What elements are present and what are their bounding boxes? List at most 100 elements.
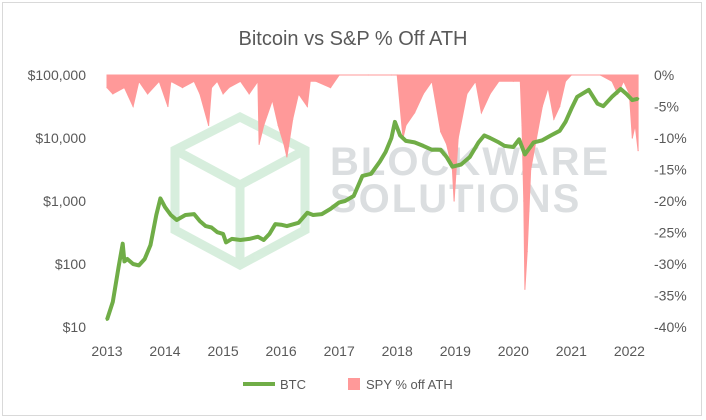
btc-point — [230, 237, 233, 241]
btc-point — [221, 232, 225, 236]
spy-point — [208, 124, 210, 126]
legend: BTC SPY % off ATH — [243, 377, 453, 392]
btc-point — [184, 213, 187, 217]
right-tick-label: -15% — [654, 162, 687, 178]
btc-point — [155, 213, 158, 217]
btc-point — [137, 264, 141, 267]
btc-point — [468, 155, 471, 159]
right-tick-label: 0% — [654, 67, 674, 83]
btc-point — [523, 153, 527, 156]
btc-point — [169, 213, 172, 217]
btc-point — [564, 120, 567, 124]
btc-point — [404, 139, 408, 143]
right-axis: 0% -5% -10% -15% -20% -25% -30% -35% -40% — [654, 67, 687, 335]
btc-point — [163, 205, 167, 209]
spy-point — [257, 80, 259, 82]
spy-point — [138, 80, 140, 82]
x-tick-label: 2016 — [266, 343, 297, 359]
x-tick-label: 2017 — [324, 343, 355, 359]
spy-point — [390, 74, 392, 76]
spy-point — [541, 105, 543, 108]
btc-point — [159, 197, 162, 200]
spy-point — [446, 143, 448, 145]
btc-point — [541, 139, 544, 142]
btc-point — [361, 174, 364, 178]
btc-point — [320, 212, 323, 216]
btc-point — [204, 224, 207, 228]
btc-point — [248, 237, 251, 241]
spy-point — [167, 105, 169, 108]
x-tick-label: 2018 — [382, 343, 413, 359]
spy-point — [440, 131, 442, 133]
btc-point — [393, 120, 397, 124]
spy-point — [526, 250, 528, 252]
spy-point — [480, 112, 482, 114]
x-tick-label: 2014 — [149, 343, 180, 359]
btc-point — [369, 172, 373, 175]
x-tick-label: 2020 — [498, 343, 529, 359]
btc-point — [549, 134, 553, 137]
spy-point — [158, 80, 160, 82]
left-tick-label: $10 — [63, 319, 87, 335]
btc-point — [239, 238, 242, 242]
btc-point — [587, 88, 590, 92]
spy-point — [248, 93, 250, 95]
btc-point — [149, 243, 152, 247]
btc-point — [558, 129, 561, 132]
spy-point — [524, 288, 526, 290]
btc-point — [306, 211, 309, 214]
btc-point — [602, 105, 605, 108]
btc-point — [596, 102, 599, 105]
watermark-cube-icon — [170, 111, 310, 271]
btc-point — [279, 223, 283, 226]
spy-point — [170, 80, 172, 82]
spy-point — [457, 137, 459, 139]
spy-point — [297, 93, 300, 95]
btc-point — [198, 219, 202, 223]
btc-point — [192, 212, 196, 216]
btc-point — [285, 224, 289, 228]
spy-point — [599, 74, 602, 76]
spy-point — [637, 150, 639, 152]
btc-point — [413, 141, 416, 144]
spy-point — [147, 93, 149, 95]
btc-point — [111, 300, 115, 304]
btc-point — [497, 141, 500, 144]
btc-point — [262, 238, 265, 242]
btc-point — [532, 141, 535, 144]
svg-text:BLOCKWARE: BLOCKWARE — [330, 140, 610, 184]
spy-point — [512, 80, 514, 82]
btc-point — [477, 141, 480, 144]
btc-point — [384, 150, 387, 154]
x-tick-label: 2019 — [440, 343, 471, 359]
chart-title: Bitcoin vs S&P % Off ATH — [239, 28, 468, 50]
btc-point — [422, 144, 425, 148]
spy-point — [535, 137, 538, 139]
spy-point — [210, 87, 213, 89]
btc-line-series — [105, 87, 640, 321]
spy-point — [112, 93, 114, 95]
left-tick-label: $100,000 — [28, 67, 87, 83]
spy-point — [292, 118, 294, 120]
x-tick-label: 2013 — [91, 343, 122, 359]
x-tick-label: 2022 — [614, 343, 645, 359]
spy-point — [498, 80, 500, 82]
btc-point — [268, 232, 271, 236]
spy-area — [106, 74, 639, 290]
spy-point — [523, 200, 525, 202]
btc-point — [451, 165, 454, 168]
spy-point — [222, 93, 224, 95]
spy-point — [521, 124, 523, 126]
spy-point — [271, 99, 273, 101]
legend-spy-label: SPY % off ATH — [366, 377, 453, 392]
legend-btc-label: BTC — [280, 377, 306, 392]
btc-point — [512, 145, 515, 149]
spy-point — [193, 80, 195, 82]
btc-point — [439, 148, 442, 151]
btc-point — [430, 148, 434, 151]
right-tick-label: -5% — [654, 99, 679, 115]
spy-point — [414, 112, 416, 114]
spy-point — [216, 80, 218, 82]
btc-point — [483, 134, 486, 137]
